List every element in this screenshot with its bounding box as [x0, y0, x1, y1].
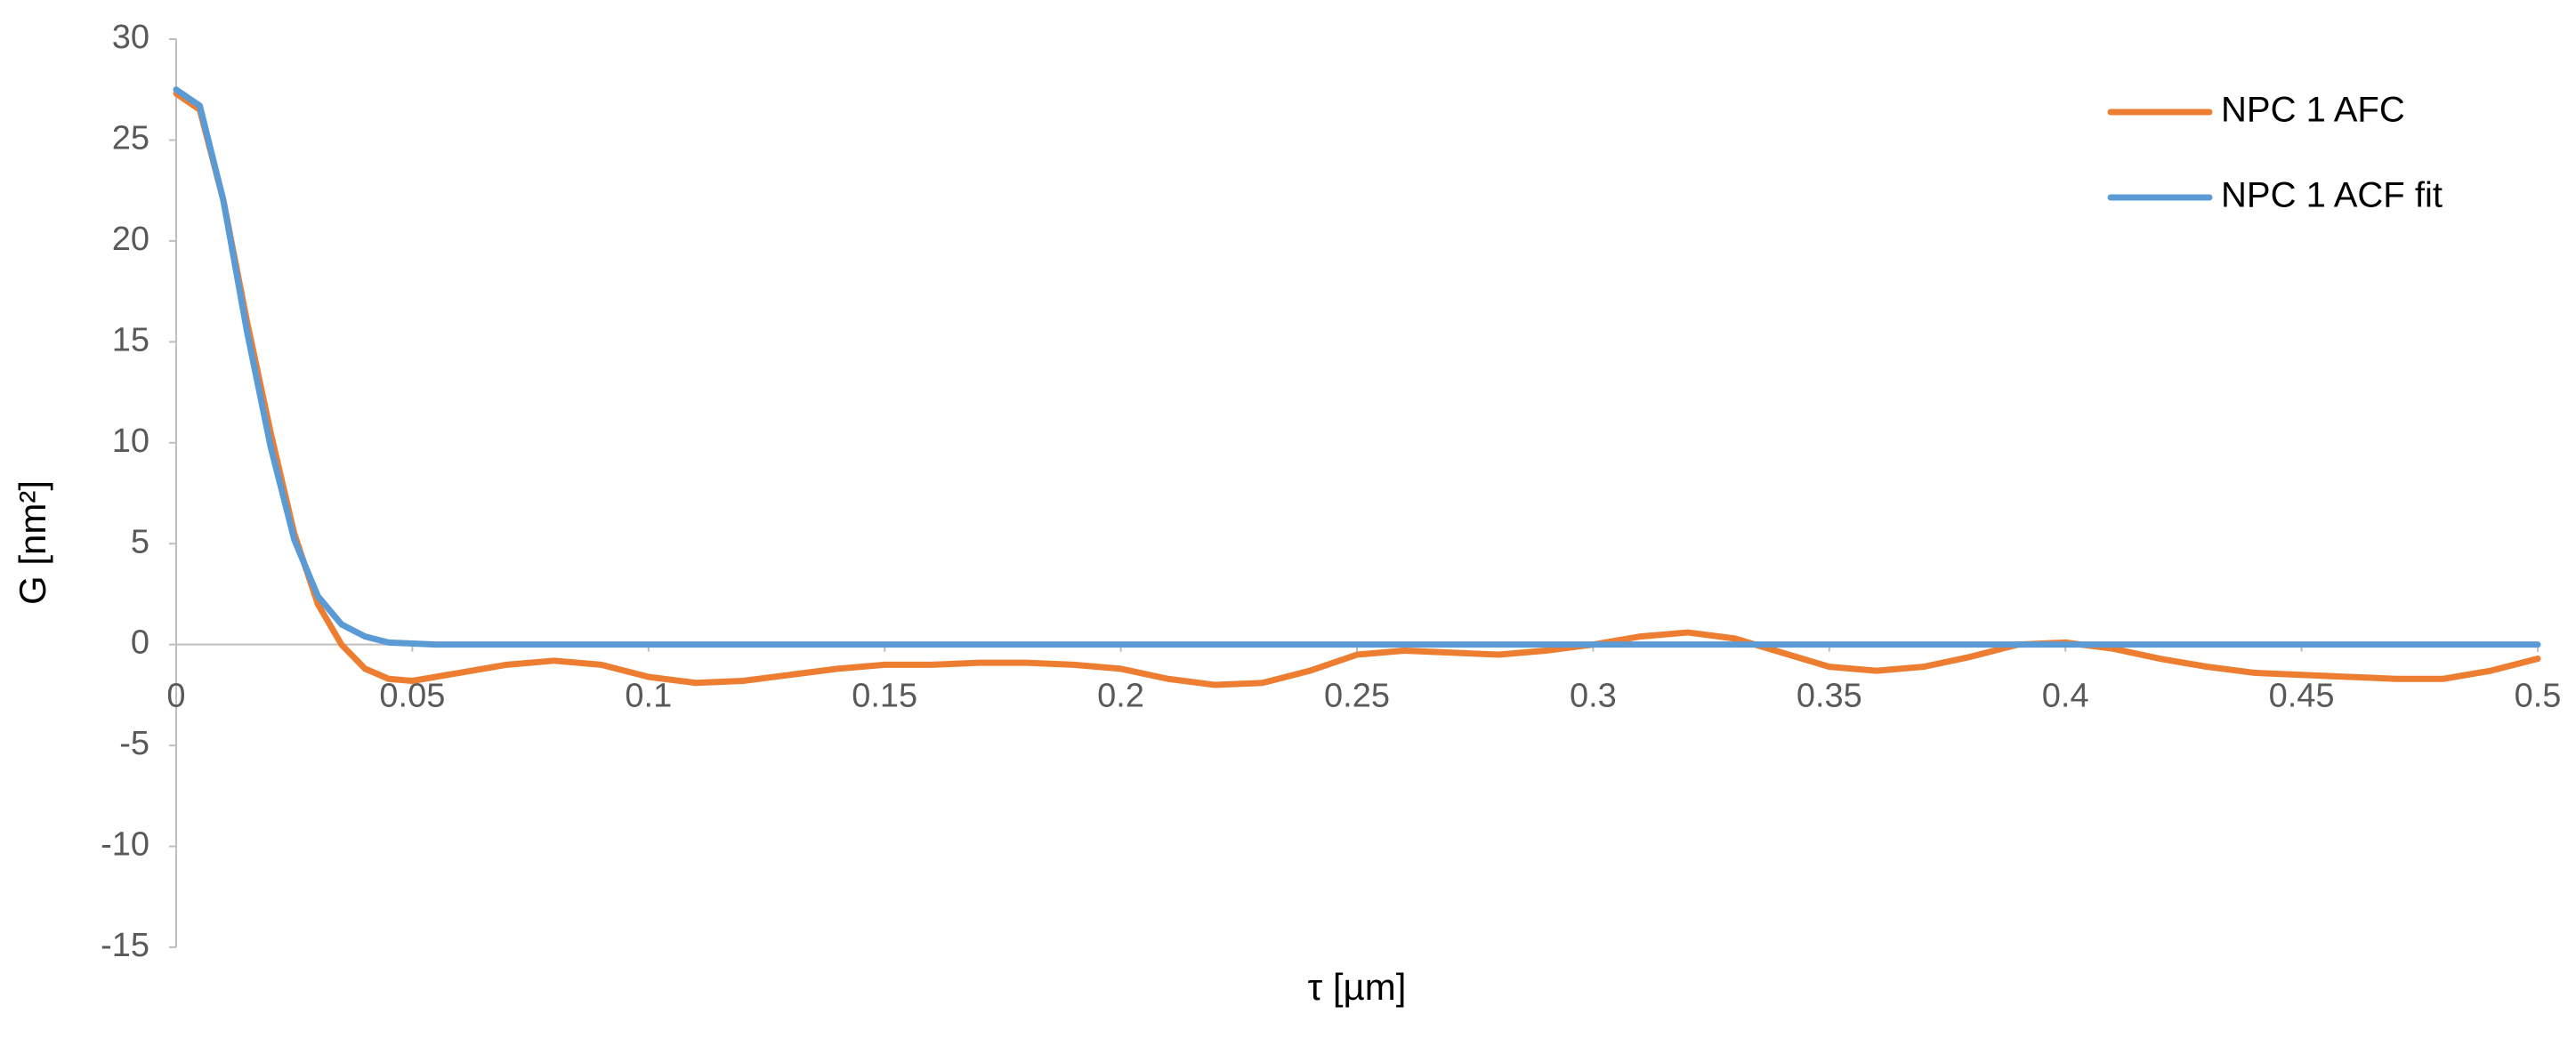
y-tick-label: 25	[112, 119, 149, 157]
x-tick-label: 0.4	[2042, 678, 2089, 715]
legend-label: NPC 1 AFC	[2221, 91, 2405, 130]
x-tick-label: 0.2	[1097, 678, 1144, 715]
x-tick-label: 0.45	[2269, 678, 2335, 715]
x-tick-label: 0.3	[1570, 678, 1617, 715]
x-tick-label: 0.15	[852, 678, 917, 715]
x-tick-label: 0.35	[1797, 678, 1862, 715]
x-tick-label: 0	[166, 678, 185, 715]
y-tick-label: 20	[112, 221, 149, 258]
legend-label: NPC 1 ACF fit	[2221, 176, 2443, 215]
y-tick-label: 10	[112, 422, 149, 460]
x-tick-label: 0.1	[625, 678, 672, 715]
y-tick-label: -10	[101, 826, 149, 864]
x-axis-title: τ [µm]	[1308, 966, 1407, 1008]
x-tick-label: 0.25	[1324, 678, 1390, 715]
data-line	[173, 90, 2541, 688]
y-tick-label: 0	[131, 624, 149, 662]
y-tick-label: 15	[112, 321, 149, 358]
y-axis-title: G [nm²]	[12, 480, 53, 605]
x-tick-label: 0.5	[2515, 678, 2562, 715]
y-tick-label: -5	[119, 725, 149, 762]
y-tick-label: -15	[101, 927, 149, 964]
y-tick-label: 5	[131, 523, 149, 560]
y-tick-label: 30	[112, 19, 149, 56]
data-line	[173, 86, 2541, 648]
